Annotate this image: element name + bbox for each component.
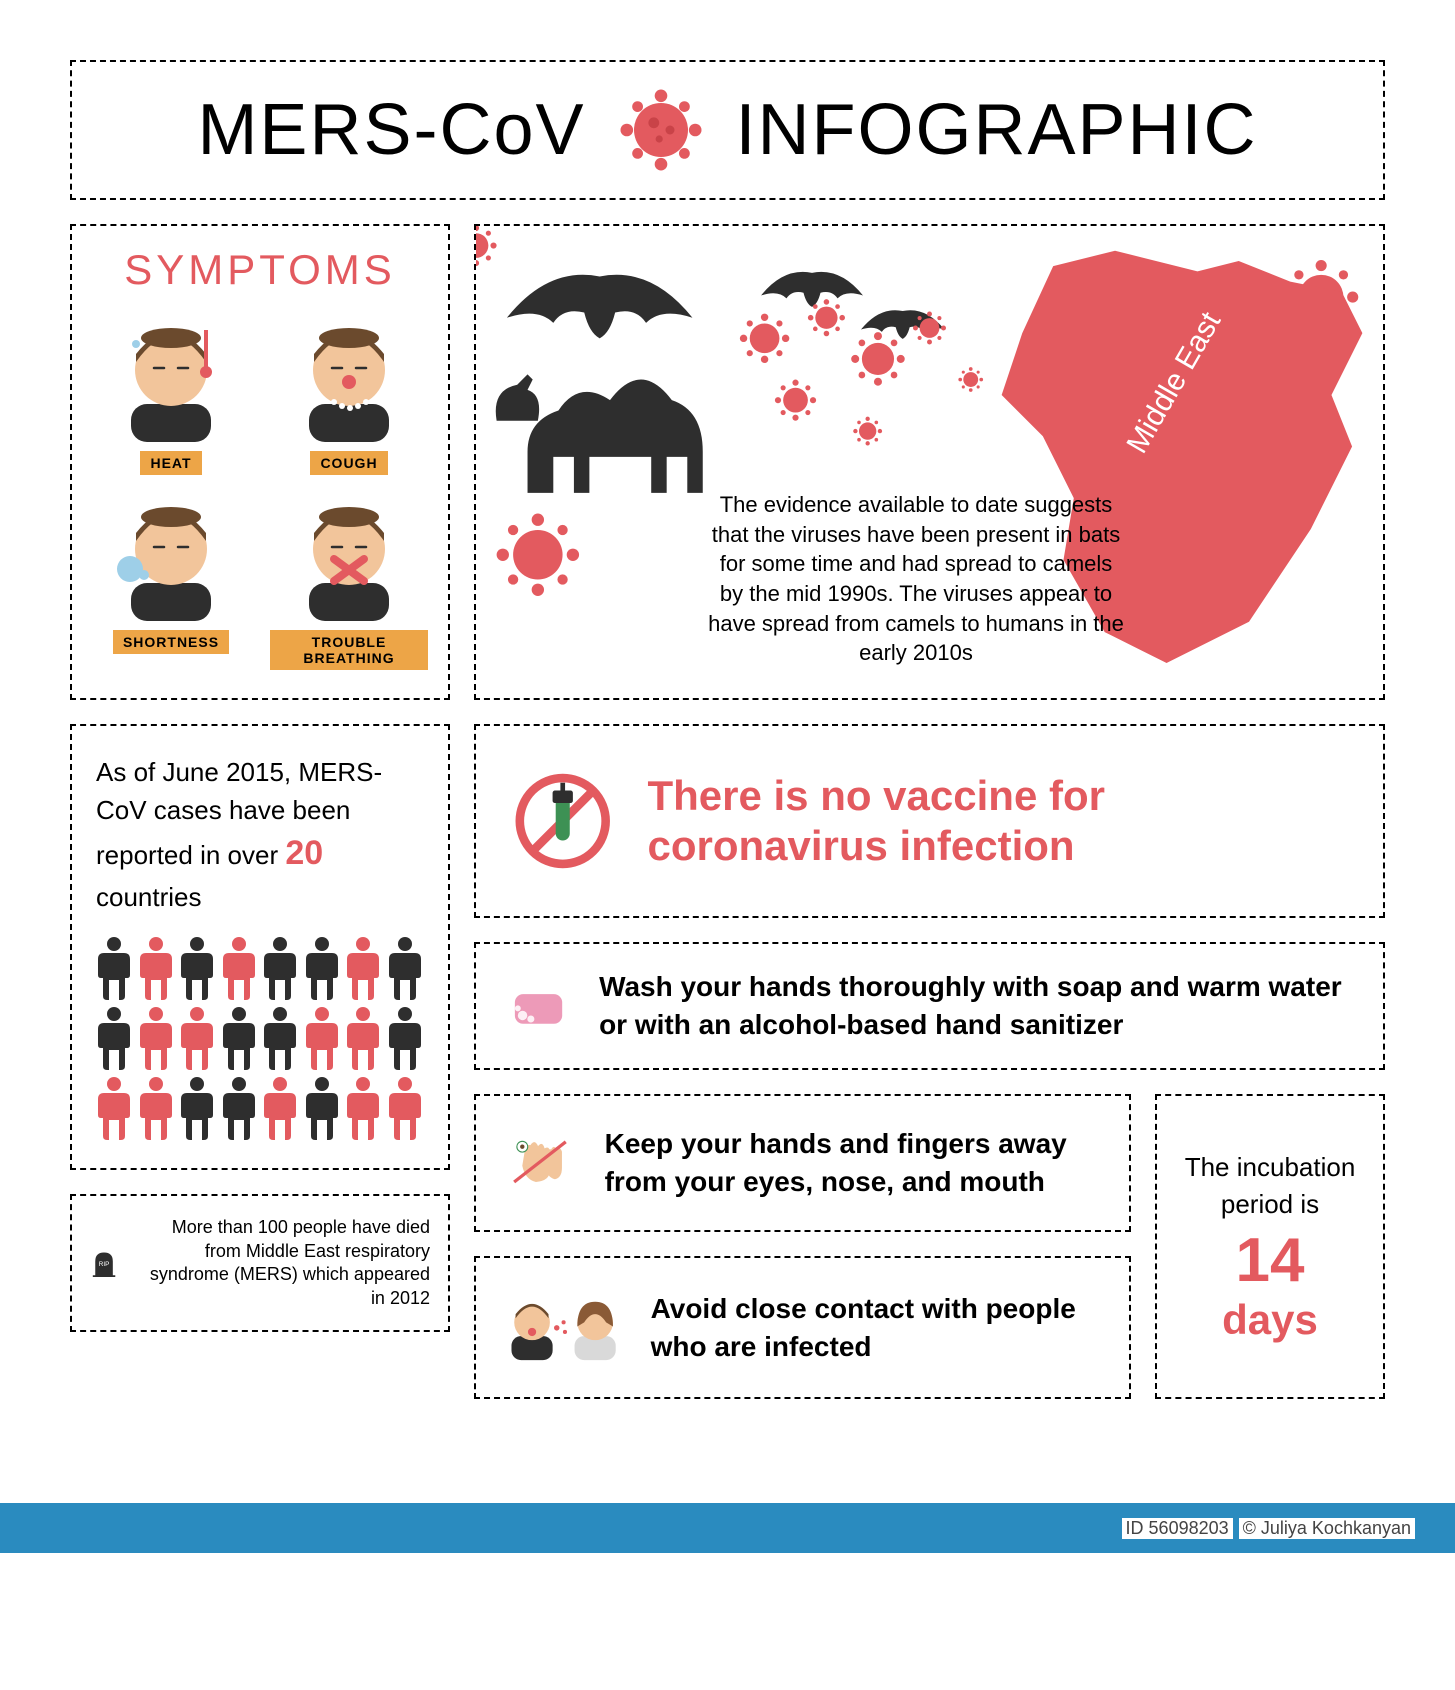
- header-box: MERS-CoV INFOGRAPHIC: [70, 60, 1385, 200]
- footer-id: ID 56098203: [1122, 1518, 1233, 1539]
- person-icon: [96, 936, 132, 1000]
- incubation-num: 14: [1173, 1230, 1367, 1292]
- touch-text: Keep your hands and fingers away from yo…: [605, 1125, 1099, 1201]
- person-icon: [304, 1006, 340, 1070]
- footer-copy: © Juliya Kochkanyan: [1239, 1518, 1415, 1539]
- title-left: MERS-CoV: [197, 89, 585, 171]
- symptom-label: HEAT: [140, 451, 201, 475]
- virus-icon: [616, 85, 706, 175]
- title-right: INFOGRAPHIC: [736, 89, 1258, 171]
- symptom-item: TROUBLE BREATHING: [270, 491, 428, 670]
- no-vaccine-icon: [512, 756, 613, 886]
- person-icon: [179, 1076, 215, 1140]
- incubation-panel: The incubation period is 14 days: [1155, 1094, 1385, 1399]
- origin-panel: Middle East The evidence available to da…: [474, 224, 1385, 700]
- symptoms-panel: SYMPTOMS HEAT COUGH: [70, 224, 450, 700]
- rip-text: More than 100 people have died from Midd…: [136, 1216, 430, 1310]
- person-icon: [387, 936, 423, 1000]
- symptom-item: HEAT: [92, 312, 250, 475]
- symptom-label: COUGH: [310, 451, 387, 475]
- vaccine-panel: There is no vaccine for coronavirus infe…: [474, 724, 1385, 918]
- incubation-text: The incubation period is: [1173, 1149, 1367, 1222]
- person-icon: [345, 936, 381, 1000]
- no-touch-icon: [506, 1118, 577, 1208]
- person-icon: [96, 1006, 132, 1070]
- wash-panel: Wash your hands thoroughly with soap and…: [474, 942, 1385, 1070]
- svg-text:RIP: RIP: [99, 1261, 110, 1268]
- contact-panel: Avoid close contact with people who are …: [474, 1256, 1131, 1399]
- countries-text: As of June 2015, MERS-CoV cases have bee…: [96, 754, 424, 916]
- person-icon: [304, 936, 340, 1000]
- person-icon: [138, 1076, 174, 1140]
- symptom-label: SHORTNESS: [113, 630, 229, 654]
- vaccine-text: There is no vaccine for coronavirus infe…: [647, 771, 1347, 872]
- person-icon: [221, 1076, 257, 1140]
- incubation-days: days: [1173, 1296, 1367, 1344]
- person-icon: [138, 1006, 174, 1070]
- soap-icon: [506, 966, 571, 1046]
- person-icon: [345, 1006, 381, 1070]
- person-icon: [387, 1076, 423, 1140]
- person-icon: [262, 936, 298, 1000]
- people-pictogram: [96, 936, 424, 1140]
- symptom-item: SHORTNESS: [92, 491, 250, 670]
- person-icon: [304, 1076, 340, 1140]
- symptoms-title: SYMPTOMS: [92, 246, 428, 294]
- avoid-contact-icon: [506, 1280, 623, 1375]
- person-icon: [345, 1076, 381, 1140]
- rip-panel: RIP More than 100 people have died from …: [70, 1194, 450, 1332]
- person-icon: [262, 1006, 298, 1070]
- wash-text: Wash your hands thoroughly with soap and…: [599, 968, 1353, 1044]
- tombstone-icon: RIP: [90, 1223, 118, 1303]
- person-icon: [221, 936, 257, 1000]
- person-icon: [262, 1076, 298, 1140]
- touch-panel: Keep your hands and fingers away from yo…: [474, 1094, 1131, 1232]
- symptom-item: COUGH: [270, 312, 428, 475]
- symptom-label: TROUBLE BREATHING: [270, 630, 428, 670]
- person-icon: [138, 936, 174, 1000]
- person-icon: [221, 1006, 257, 1070]
- origin-text: The evidence available to date suggests …: [706, 490, 1126, 668]
- person-icon: [387, 1006, 423, 1070]
- footer-bar: ID 56098203 © Juliya Kochkanyan: [0, 1503, 1455, 1553]
- person-icon: [179, 936, 215, 1000]
- person-icon: [96, 1076, 132, 1140]
- person-icon: [179, 1006, 215, 1070]
- countries-panel: As of June 2015, MERS-CoV cases have bee…: [70, 724, 450, 1170]
- contact-text: Avoid close contact with people who are …: [651, 1290, 1099, 1366]
